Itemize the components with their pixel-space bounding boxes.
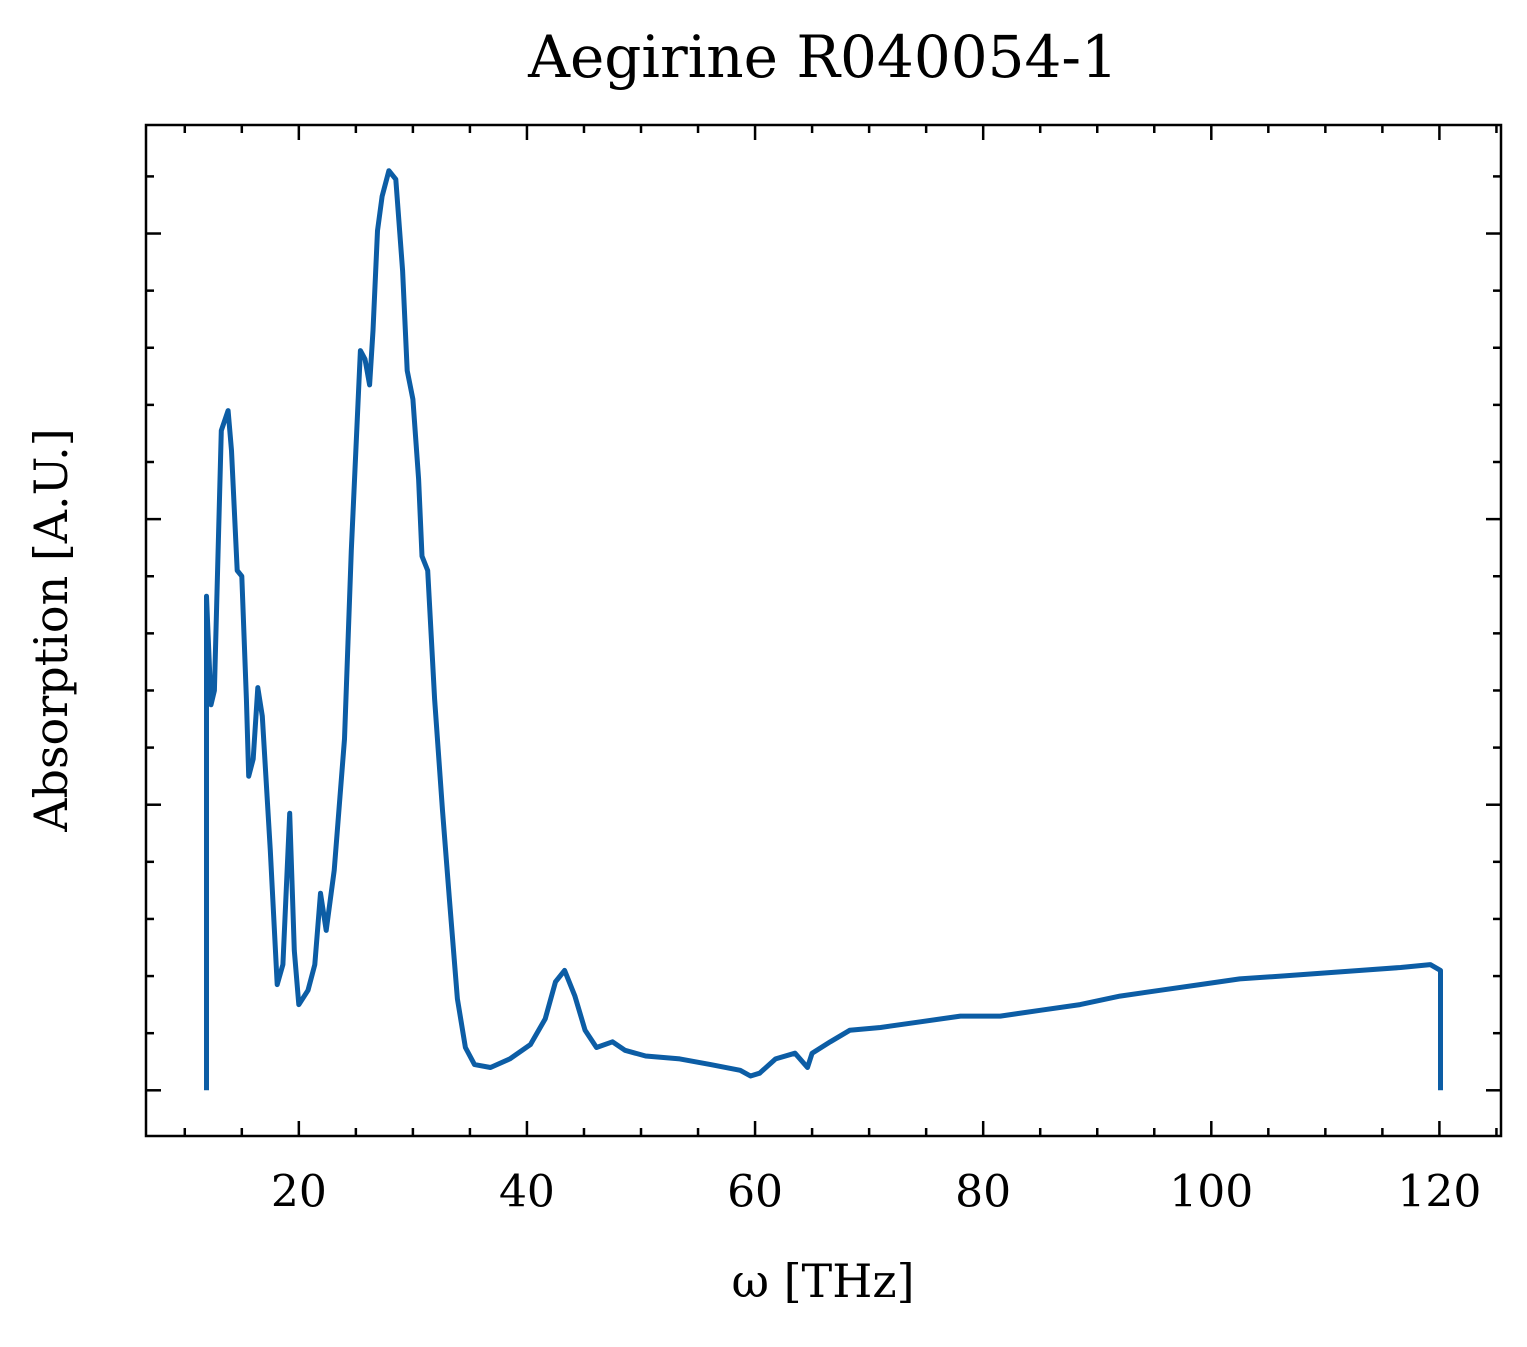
x-axis-label: ω [THz]: [731, 1254, 914, 1308]
x-tick-label: 20: [271, 1167, 327, 1218]
x-tick-label: 120: [1397, 1167, 1481, 1218]
chart-title: Aegirine R040054-1: [527, 23, 1118, 91]
x-tick-label: 60: [727, 1167, 783, 1218]
x-tick-label: 40: [499, 1167, 555, 1218]
plot-frame: [144, 123, 1503, 1138]
x-tick-label: 80: [955, 1167, 1011, 1218]
x-tick-label: 100: [1169, 1167, 1253, 1218]
y-axis-label: Absorption [A.U.]: [24, 428, 78, 832]
data-line: [204, 168, 1443, 1091]
